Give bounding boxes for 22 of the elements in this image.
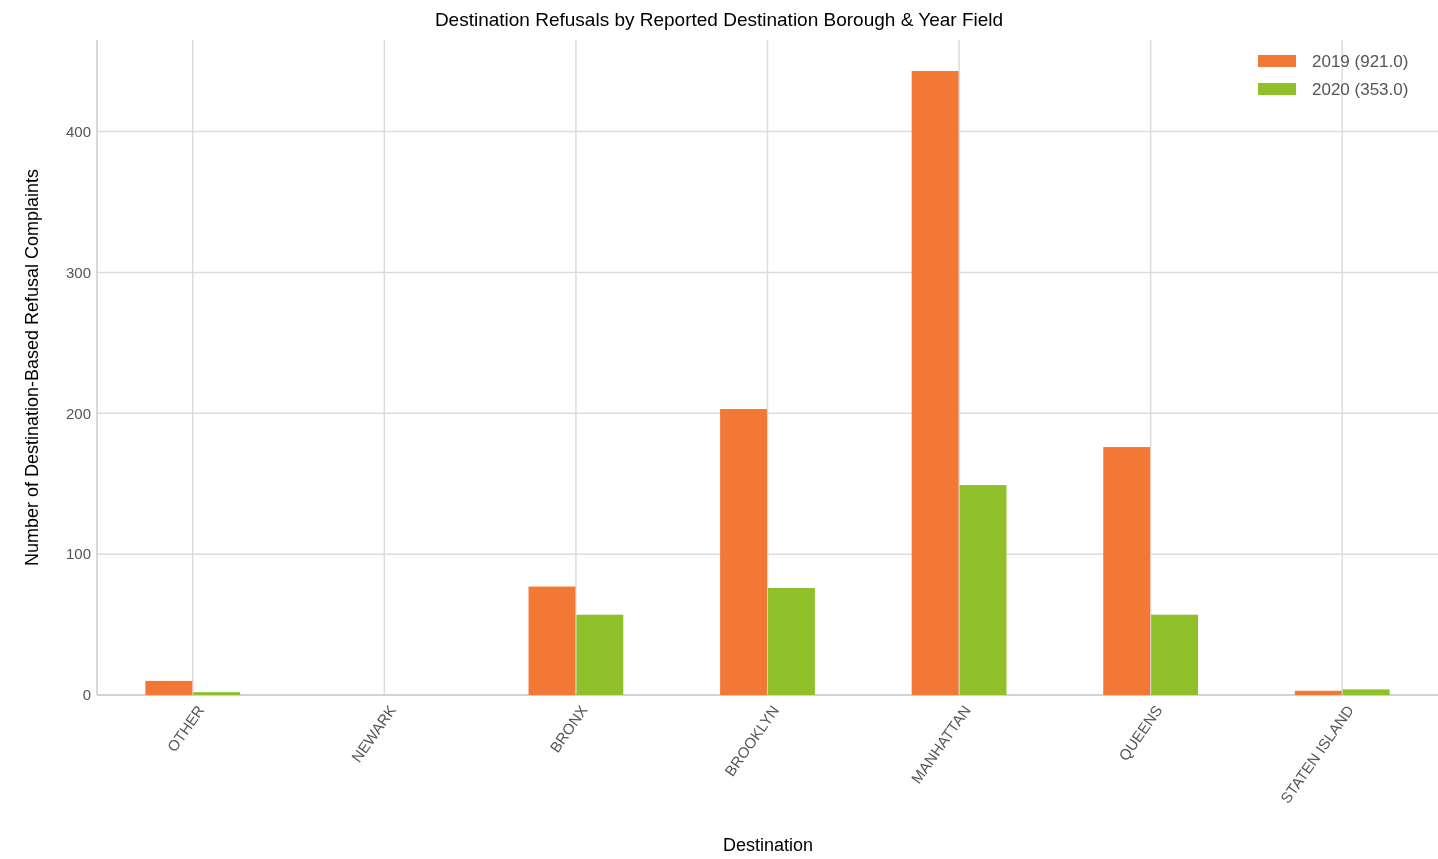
legend-label: 2019 (921.0) xyxy=(1312,51,1409,71)
bar xyxy=(768,587,815,695)
bar xyxy=(1151,614,1199,695)
bar xyxy=(911,70,959,695)
bar xyxy=(193,692,241,695)
bar xyxy=(1294,690,1342,695)
bar xyxy=(959,485,1007,695)
legend-label: 2020 (353.0) xyxy=(1312,79,1409,99)
y-tick-label: 100 xyxy=(65,545,91,563)
y-axis-title: Number of Destination-Based Refusal Complaints xyxy=(22,168,42,567)
chart-title: Destination Refusals by Reported Destination Borough & Year Field xyxy=(434,9,1004,30)
bar xyxy=(1103,447,1151,695)
y-tick-label: 300 xyxy=(65,263,91,281)
bar xyxy=(576,614,624,695)
bar xyxy=(145,680,193,695)
y-tick-label: 200 xyxy=(65,404,91,422)
bar xyxy=(528,586,576,695)
bar xyxy=(720,409,767,695)
x-axis-title: Destination xyxy=(722,835,814,855)
y-tick-label: 400 xyxy=(65,122,91,140)
y-tick-label: 0 xyxy=(82,686,91,704)
bar xyxy=(1342,689,1390,695)
